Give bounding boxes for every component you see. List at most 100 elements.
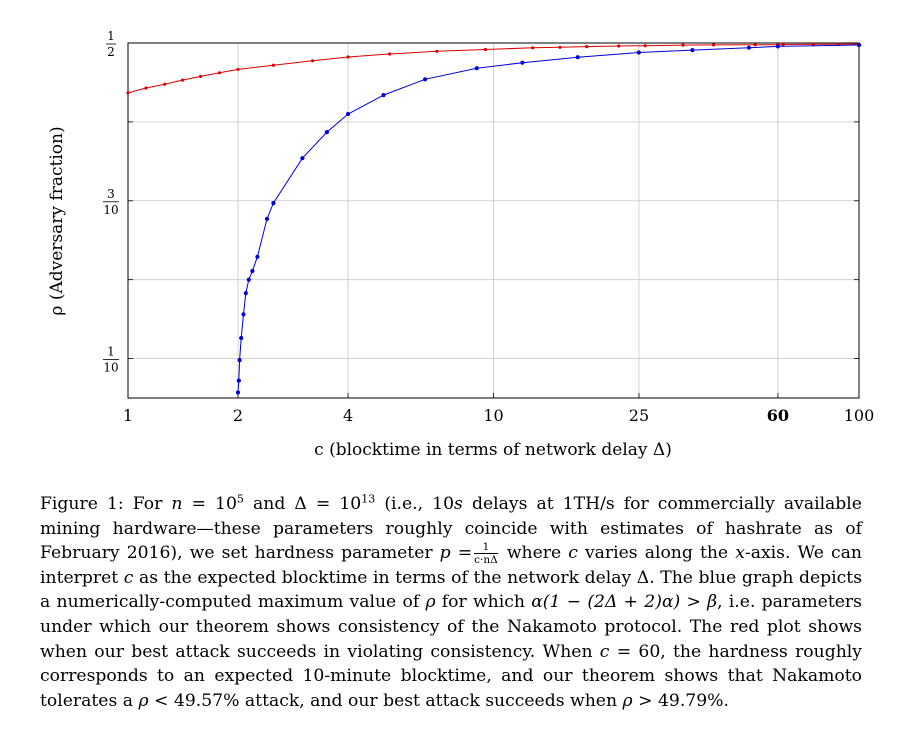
figure-label: Figure 1: xyxy=(40,494,124,514)
series-point-1 xyxy=(236,378,241,383)
x-tick-label: 100 xyxy=(844,406,875,425)
math-c: c xyxy=(123,567,134,588)
series-point-0 xyxy=(236,67,240,71)
series-point-1 xyxy=(575,55,580,60)
series-point-0 xyxy=(163,82,167,86)
series-point-1 xyxy=(250,268,255,274)
series-point-0 xyxy=(144,86,148,90)
series-point-0 xyxy=(585,45,589,49)
series-point-1 xyxy=(474,66,479,71)
caption-text: where xyxy=(506,543,562,564)
series-point-0 xyxy=(180,78,185,82)
x-tick-label: 1 xyxy=(123,406,133,425)
series-line-1 xyxy=(237,44,860,393)
series-point-0 xyxy=(617,44,621,48)
series-point-0 xyxy=(531,46,535,50)
x-tick-label: 25 xyxy=(629,406,649,425)
math-s: s xyxy=(454,494,463,514)
caption-text: < 49.57% attack, and our best attack suc… xyxy=(154,690,618,711)
series-point-1 xyxy=(324,130,329,135)
y-tick-numerator: 3 xyxy=(107,187,115,201)
series-point-0 xyxy=(388,52,392,56)
inline-fraction: 1 c·nΔ xyxy=(474,540,498,566)
series-point-1 xyxy=(237,358,242,363)
figure-caption: Figure 1: For n = 105 and Δ = 1013 (i.e.… xyxy=(40,492,862,713)
math-rho: ρ xyxy=(138,690,149,711)
fraction-numerator: 1 xyxy=(482,540,490,553)
y-tick-denominator: 10 xyxy=(103,203,118,217)
caption-text: = 10 xyxy=(191,494,237,514)
series-point-1 xyxy=(775,44,781,49)
math-c: c xyxy=(568,543,578,564)
y-tick-numerator: 1 xyxy=(107,29,115,43)
caption-text: = 60, the hardness roughly corresponds t… xyxy=(40,641,862,711)
math-n: n xyxy=(171,494,183,514)
series-point-1 xyxy=(243,291,248,296)
caption-text: , i.e. parameters under which our theore… xyxy=(40,592,862,662)
series-point-1 xyxy=(246,277,251,282)
math-inequality: α(1 − (2Δ + 2)α) > β xyxy=(531,592,718,613)
y-axis-label: ρ (Adversary fraction) xyxy=(47,126,67,315)
series-point-0 xyxy=(217,71,222,75)
y-tick-numerator: 1 xyxy=(107,345,115,359)
series-point-0 xyxy=(199,74,203,78)
caption-text: varies along the xyxy=(584,543,729,564)
series-point-1 xyxy=(241,312,246,317)
caption-text: for which xyxy=(441,592,525,613)
series-point-1 xyxy=(746,45,752,50)
caption-text: and Δ = 10 xyxy=(253,494,362,514)
y-tick-denominator: 10 xyxy=(103,361,118,375)
math-p: p xyxy=(439,543,451,564)
x-tick-label: 2 xyxy=(233,406,243,425)
series-line-0 xyxy=(127,43,860,94)
series-point-1 xyxy=(636,50,642,55)
series-point-1 xyxy=(346,111,351,117)
series-point-0 xyxy=(271,63,275,67)
caption-text: > 49.79%. xyxy=(638,690,729,711)
x-axis-label: c (blocktime in terms of network delay Δ… xyxy=(314,440,672,460)
x-tick-label: 10 xyxy=(483,406,503,425)
series-point-0 xyxy=(311,59,315,63)
series-point-0 xyxy=(435,49,439,53)
caption-text: (i.e., 10 xyxy=(384,494,455,514)
series-point-1 xyxy=(520,60,525,65)
caption-text: -axis. We can interpret xyxy=(40,543,862,588)
exponent: 5 xyxy=(236,492,244,506)
tick-layer: 1 2 4 10 25 60 100 1 2 3 10 1 10 xyxy=(103,29,874,425)
x-tick-label: 60 xyxy=(767,406,789,425)
series-point-0 xyxy=(753,43,757,47)
series-point-1 xyxy=(271,201,276,206)
series-layer xyxy=(126,42,862,395)
series-point-0 xyxy=(643,44,647,48)
series-point-1 xyxy=(235,390,241,395)
series-point-1 xyxy=(690,48,695,53)
series-point-0 xyxy=(781,42,785,47)
series-point-0 xyxy=(712,43,716,47)
grid-layer xyxy=(127,42,860,398)
series-point-0 xyxy=(558,45,562,49)
exponent: 13 xyxy=(361,492,376,506)
series-point-1 xyxy=(300,156,305,161)
series-point-1 xyxy=(381,93,386,98)
caption-text: = xyxy=(457,543,473,564)
figure-chart: 1 2 4 10 25 60 100 1 2 3 10 1 10 c (blocktime in ter… xyxy=(47,29,874,460)
caption-text: as the expected blocktime in terms of th… xyxy=(40,567,863,613)
series-point-1 xyxy=(856,42,862,48)
math-rho: ρ xyxy=(622,690,633,711)
series-point-1 xyxy=(255,254,260,259)
series-point-0 xyxy=(126,91,130,95)
math-rho: ρ xyxy=(425,592,436,613)
x-tick-label: 4 xyxy=(343,406,353,425)
series-point-1 xyxy=(423,77,428,82)
series-point-1 xyxy=(264,216,270,221)
series-point-0 xyxy=(346,55,350,59)
series-point-0 xyxy=(681,43,685,47)
caption-text: For xyxy=(132,494,163,514)
math-x: x xyxy=(735,543,745,564)
series-point-0 xyxy=(811,42,815,46)
series-point-0 xyxy=(483,47,487,52)
math-c: c xyxy=(599,641,610,662)
y-tick-denominator: 2 xyxy=(107,45,115,59)
fraction-denominator: c·nΔ xyxy=(474,552,498,566)
series-point-1 xyxy=(239,335,244,341)
